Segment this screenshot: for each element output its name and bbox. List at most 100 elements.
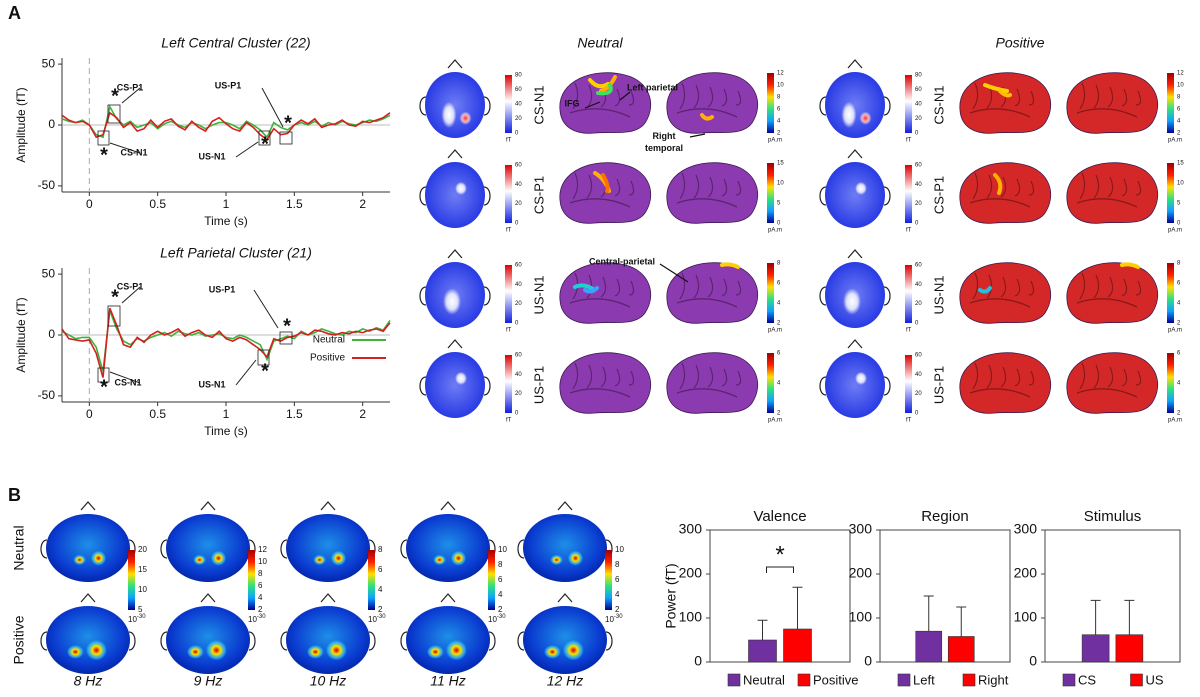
activation (193, 554, 206, 566)
source-activation (601, 173, 610, 193)
colorbar (605, 550, 612, 610)
colorbar (505, 265, 512, 323)
sulcus (707, 276, 714, 298)
y-tick-label: 0 (1029, 653, 1037, 669)
sulcus (972, 362, 979, 390)
colorbar-unit: fT (506, 228, 512, 234)
ear (517, 631, 525, 651)
colorbar-tick: 4 (1177, 381, 1181, 387)
y-tick-label: -50 (38, 178, 56, 192)
y-axis-label: Power (fT) (663, 563, 679, 628)
brain-annotation: Right temporal (645, 131, 683, 153)
source-activation (998, 89, 1012, 98)
activation (450, 550, 467, 566)
sulcus (676, 108, 738, 118)
x-tick-label: 2 (359, 407, 366, 421)
nose (440, 593, 456, 603)
colorbar-tick: 2 (258, 605, 263, 614)
ear (419, 376, 427, 396)
sulcus (628, 90, 635, 106)
colorbar-tick: 4 (615, 590, 620, 599)
annotation: CS-P1 (117, 281, 144, 291)
sulcus (721, 88, 728, 107)
panel-label: A (8, 3, 21, 23)
head (825, 72, 885, 138)
arrow (235, 359, 257, 386)
source-activation (573, 283, 595, 291)
nose (320, 593, 336, 603)
nose (557, 501, 573, 511)
unit-exponent: -30 (137, 614, 146, 620)
colorbar (767, 163, 774, 223)
brain (959, 352, 1052, 414)
head (406, 606, 490, 674)
unit-exponent: -30 (377, 614, 386, 620)
sulcus (1079, 362, 1086, 390)
source-activation (596, 83, 613, 96)
colorbar-tick: 6 (777, 351, 781, 357)
sulcus (1093, 274, 1100, 299)
sulcus (707, 366, 714, 388)
sulcus (628, 370, 635, 386)
sulcus (1121, 88, 1128, 107)
bar (947, 636, 975, 663)
row-label: US-N1 (531, 275, 546, 314)
colorbar-tick: 10 (1177, 83, 1184, 89)
series-line (61, 111, 391, 141)
colorbar-tick: 6 (258, 581, 263, 590)
colorbar-tick: 2 (498, 605, 503, 614)
sulcus (693, 174, 700, 199)
ear (280, 539, 288, 559)
sulcus (572, 82, 579, 110)
y-tick-label: 50 (42, 266, 56, 280)
colorbar-tick: 4 (258, 593, 263, 602)
sulcus (969, 388, 1031, 398)
sulcus (1076, 298, 1138, 308)
activation (544, 645, 561, 659)
peak-box (97, 367, 110, 383)
sulcus (614, 88, 621, 107)
brain (959, 72, 1052, 134)
sulcus (1028, 370, 1035, 386)
x-tick-label: 1 (223, 197, 230, 211)
y-tick-label: 200 (1014, 565, 1038, 581)
frequency-label: 10 Hz (310, 673, 347, 689)
annotation: * (261, 360, 269, 382)
sulcus (1028, 90, 1035, 106)
colorbar-tick: 60 (515, 163, 522, 169)
error-bar (792, 586, 803, 629)
brain (666, 352, 759, 414)
y-tick-label: 200 (679, 565, 703, 581)
peak-box (258, 130, 271, 146)
sulcus (969, 108, 1031, 118)
arrow (121, 87, 141, 104)
colorbar (488, 550, 495, 610)
x-tick-label: 1.5 (286, 407, 303, 421)
chart-title: Left Central Cluster (22) (161, 35, 310, 51)
row-label: US-P1 (531, 366, 546, 404)
unit-exponent: -30 (497, 614, 506, 620)
activation (85, 640, 107, 661)
colorbar-tick: 8 (1177, 261, 1181, 267)
source-activation (700, 113, 714, 121)
column-title: Neutral (577, 35, 623, 51)
arrow (689, 133, 706, 138)
colorbar-tick: 20 (915, 201, 922, 207)
sulcus (721, 178, 728, 197)
colorbar-tick: 15 (777, 161, 784, 167)
colorbar-tick: 4 (1177, 119, 1181, 125)
colorbar (248, 550, 255, 610)
colorbar-tick: 4 (777, 119, 781, 125)
source-activation (983, 83, 1009, 93)
colorbar-tick: 8 (615, 560, 620, 569)
sulcus (693, 274, 700, 299)
ear (883, 286, 891, 306)
y-axis-label: Amplitude (fT) (14, 87, 28, 162)
sulcus (676, 388, 738, 398)
unit-exponent: -30 (257, 614, 266, 620)
source-activation (588, 78, 610, 89)
colorbar-tick: 6 (1177, 107, 1181, 113)
peak-box (107, 305, 121, 327)
colorbar (905, 165, 912, 223)
sulcus (569, 298, 631, 308)
